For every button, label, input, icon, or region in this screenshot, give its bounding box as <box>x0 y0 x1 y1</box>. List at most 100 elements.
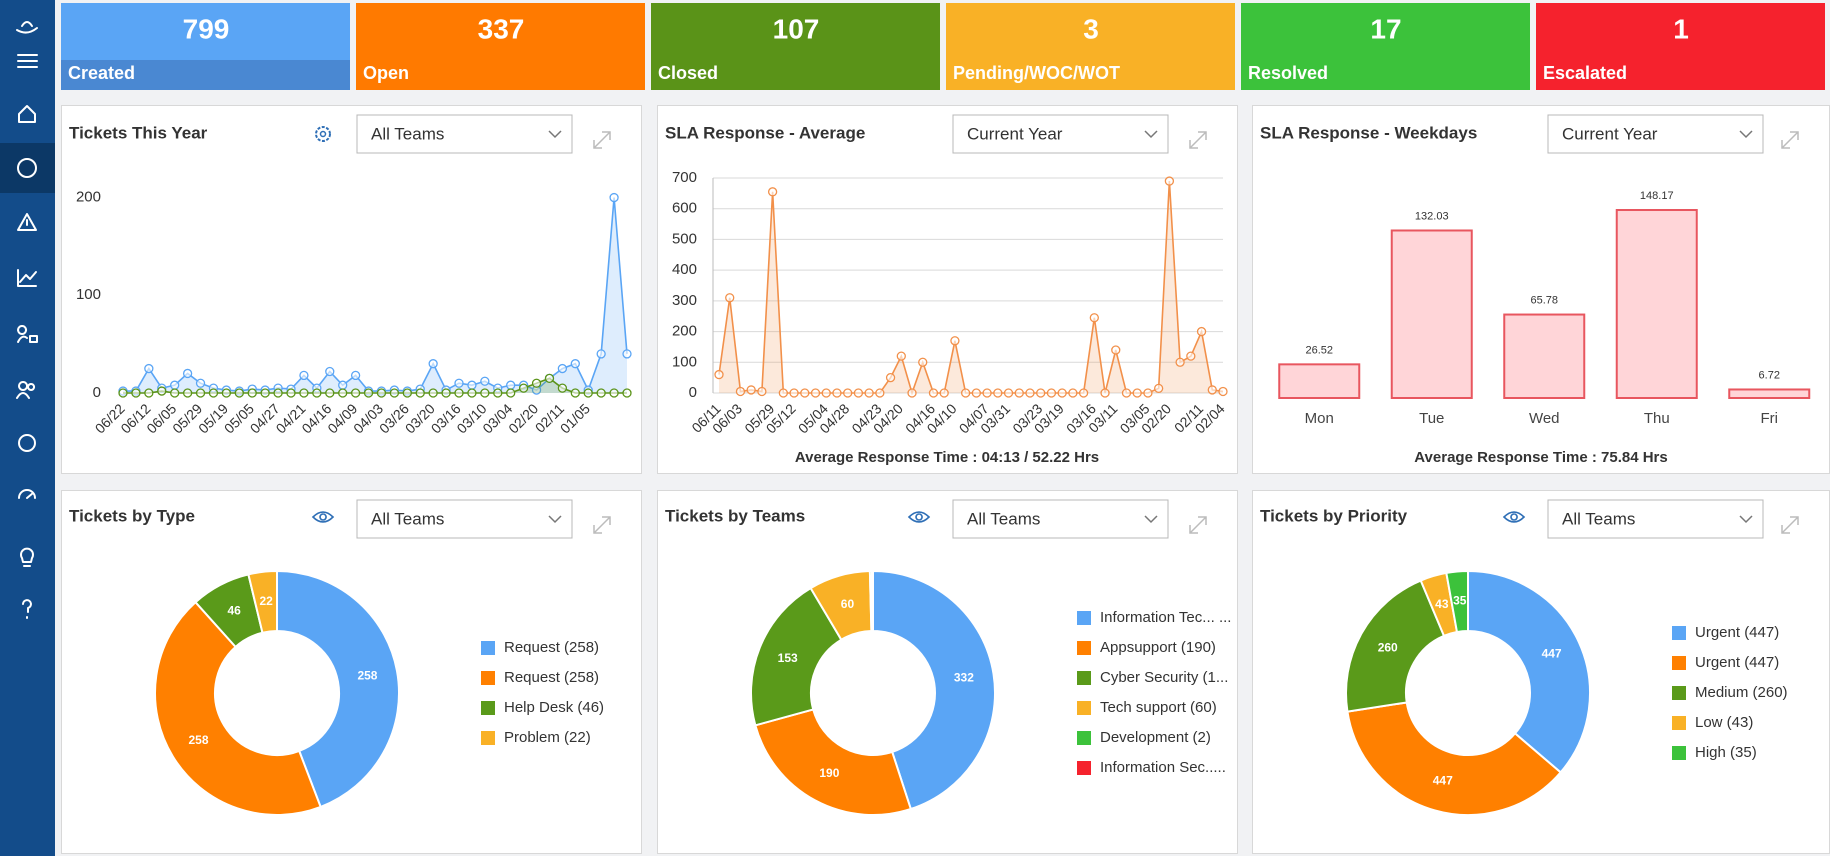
select-box <box>356 499 573 539</box>
donut-slice[interactable] <box>870 569 874 633</box>
view-icon[interactable] <box>907 511 931 523</box>
data-point <box>480 388 490 398</box>
expand-icon[interactable] <box>1781 131 1799 149</box>
menu-icon[interactable] <box>17 54 38 68</box>
donut-slice[interactable] <box>1345 579 1446 713</box>
legend-item[interactable]: Cyber Security (1... <box>1077 669 1228 686</box>
data-point <box>454 378 464 388</box>
data-point <box>195 378 206 388</box>
data-point <box>441 388 451 398</box>
stat-card[interactable]: 3 Pending/WOC/WOT <box>946 3 1235 90</box>
dashboard-icon[interactable] <box>17 158 37 178</box>
data-point <box>609 192 619 203</box>
data-point <box>821 388 831 398</box>
help-icon[interactable] <box>22 599 32 619</box>
legend-swatch <box>1077 641 1091 655</box>
agents-icon[interactable] <box>17 325 38 343</box>
donut-slice[interactable] <box>154 600 322 816</box>
y-tick-label: 200 <box>76 189 101 206</box>
legend-item[interactable]: Medium (260) <box>1672 684 1788 701</box>
card-bg <box>356 3 645 90</box>
donut-slice[interactable] <box>1346 701 1563 816</box>
filter-select[interactable]: All Teams <box>1547 499 1764 539</box>
sidebar-bg <box>0 0 55 856</box>
donut-slice[interactable] <box>1445 569 1469 634</box>
x-tick-label: Wed <box>1529 410 1560 427</box>
data-point <box>208 388 219 398</box>
legend-item[interactable]: Help Desk (46) <box>481 699 604 716</box>
report-icon[interactable] <box>17 269 37 287</box>
stat-card[interactable]: 799 Created <box>61 3 350 90</box>
legend-label: Request (258) <box>504 639 599 656</box>
filter-select[interactable]: All Teams <box>952 499 1169 539</box>
data-point <box>325 388 335 398</box>
alert-icon[interactable] <box>17 213 37 231</box>
donut-slice[interactable] <box>276 569 401 809</box>
select-box <box>952 499 1169 539</box>
settings-icon[interactable] <box>315 126 331 142</box>
slice-label: 35 <box>1453 594 1467 608</box>
legend-item[interactable]: Low (43) <box>1672 714 1753 731</box>
expand-icon[interactable] <box>1189 516 1207 534</box>
legend-swatch <box>1672 656 1686 670</box>
users-icon[interactable] <box>16 381 36 399</box>
select-chevron <box>548 130 562 139</box>
expand-icon[interactable] <box>593 131 611 149</box>
data-point <box>960 388 971 398</box>
card-label: Pending/WOC/WOT <box>953 63 1120 83</box>
legend-item[interactable]: Request (258) <box>481 669 599 686</box>
stat-card[interactable]: 17 Resolved <box>1241 3 1530 90</box>
donut-slice[interactable] <box>1467 569 1591 774</box>
donut-slice[interactable] <box>872 569 997 811</box>
donut-slice[interactable] <box>247 569 278 634</box>
legend-item[interactable]: Request (258) <box>481 639 599 656</box>
filter-select[interactable]: All Teams <box>356 499 573 539</box>
x-tick-label: Fri <box>1761 410 1779 427</box>
data-point <box>1100 388 1110 398</box>
logo-icon[interactable] <box>16 21 38 34</box>
ideas-icon[interactable] <box>20 547 34 567</box>
slice-label: 153 <box>778 651 798 665</box>
expand-icon[interactable] <box>593 516 611 534</box>
view-icon[interactable] <box>1502 511 1526 523</box>
y-tick-label: 700 <box>672 169 697 186</box>
filter-select[interactable]: Current Year <box>1547 114 1764 154</box>
y-tick-label: 0 <box>93 384 101 401</box>
select-chevron <box>1739 130 1753 139</box>
settings-icon[interactable] <box>18 434 36 452</box>
donut-slice[interactable] <box>754 708 913 816</box>
card-value: 337 <box>478 13 525 44</box>
data-point <box>1164 176 1175 186</box>
stat-card[interactable]: 107 Closed <box>651 3 940 90</box>
panel-title: Tickets by Priority <box>1260 506 1408 525</box>
data-point <box>1132 388 1142 398</box>
legend-item[interactable]: Information Tec... ... <box>1077 609 1231 626</box>
bar <box>1503 313 1586 399</box>
monitor-icon[interactable] <box>18 489 36 499</box>
donut-slice[interactable] <box>750 586 843 727</box>
slice-label: 258 <box>357 668 377 682</box>
data-point <box>260 388 270 398</box>
view-icon[interactable] <box>311 511 335 523</box>
filter-select[interactable]: Current Year <box>952 114 1169 154</box>
legend-item[interactable]: Problem (22) <box>481 729 591 746</box>
stat-card[interactable]: 1 Escalated <box>1536 3 1825 90</box>
select-value: Current Year <box>1562 124 1658 143</box>
expand-icon[interactable] <box>1189 131 1207 149</box>
legend-item[interactable]: Information Sec..... <box>1077 759 1226 776</box>
data-point <box>402 388 412 398</box>
legend-item[interactable]: Development (2) <box>1077 729 1211 746</box>
home-icon[interactable] <box>18 105 36 123</box>
legend-item[interactable]: Urgent (447) <box>1672 654 1779 671</box>
legend-swatch <box>1672 686 1686 700</box>
legend-item[interactable]: Urgent (447) <box>1672 624 1779 641</box>
data-point <box>1057 388 1067 398</box>
legend-item[interactable]: High (35) <box>1672 744 1757 761</box>
legend-item[interactable]: Appsupport (190) <box>1077 639 1216 656</box>
filter-select[interactable]: All Teams <box>356 114 573 154</box>
legend-item[interactable]: Tech support (60) <box>1077 699 1217 716</box>
data-point <box>182 368 193 379</box>
stat-card[interactable]: 337 Open <box>356 3 645 90</box>
expand-icon[interactable] <box>1781 516 1799 534</box>
legend-label: Tech support (60) <box>1100 699 1217 716</box>
